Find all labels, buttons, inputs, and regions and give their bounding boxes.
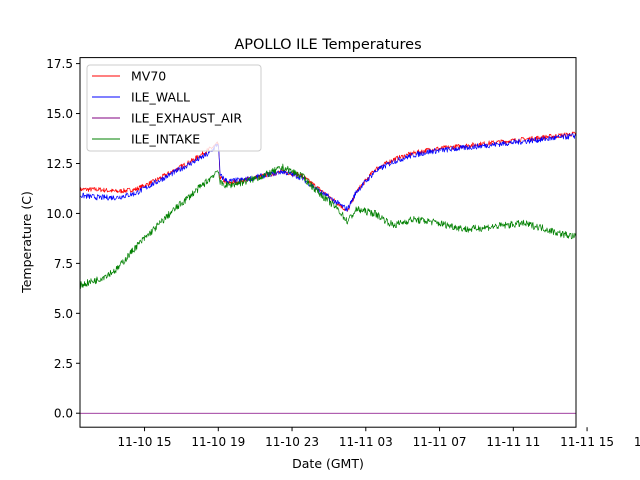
legend-entry: MV70 [92, 69, 166, 84]
x-tick-label: 11-10 15 [118, 435, 172, 449]
y-axis: 0.0 2.5 5.0 7.5 10.0 12.5 15.0 17.5 [46, 57, 80, 421]
y-tick-label: 10.0 [46, 207, 73, 221]
axes-frame [79, 57, 577, 428]
x-tick-label: 11-11 15 [560, 435, 614, 449]
legend-label: ILE_INTAKE [131, 132, 200, 147]
y-tick-label: 12.5 [46, 157, 73, 171]
x-tick-label: 11-11 11 [486, 435, 540, 449]
x-axis: 11-10 15 11-10 19 11-10 23 11-11 03 11-11 07… [118, 427, 640, 449]
series-line-ile-wall [80, 133, 576, 212]
legend-label: MV70 [131, 69, 166, 84]
x-tick-label: 11-11 19 [634, 435, 640, 449]
legend: MV70 ILE_WALL ILE_EXHAUST_AIR ILE_INTAKE [86, 64, 262, 152]
series-line-ile-intake [80, 163, 576, 289]
x-tick-label: 11-10 23 [265, 435, 319, 449]
series-layer [80, 131, 576, 414]
y-axis-label: Temperature (C) [19, 191, 34, 294]
y-tick-label: 17.5 [46, 57, 73, 71]
legend-entry: ILE_WALL [92, 90, 190, 105]
x-tick-label: 11-10 19 [191, 435, 245, 449]
y-tick-label: 7.5 [54, 257, 73, 271]
x-tick-label: 11-11 03 [339, 435, 393, 449]
y-tick-label: 5.0 [54, 307, 73, 321]
legend-box [86, 64, 262, 152]
plot-area [79, 57, 577, 428]
chart-title: APOLLO ILE Temperatures [234, 37, 421, 53]
legend-label: ILE_EXHAUST_AIR [131, 111, 242, 126]
legend-entry: ILE_EXHAUST_AIR [92, 111, 242, 126]
y-tick-label: 15.0 [46, 107, 73, 121]
y-tick-label: 0.0 [54, 407, 73, 421]
legend-entry: ILE_INTAKE [92, 132, 200, 147]
legend-label: ILE_WALL [131, 90, 190, 105]
x-tick-label: 11-11 07 [413, 435, 467, 449]
x-axis-label: Date (GMT) [292, 456, 364, 471]
y-tick-label: 2.5 [54, 357, 73, 371]
